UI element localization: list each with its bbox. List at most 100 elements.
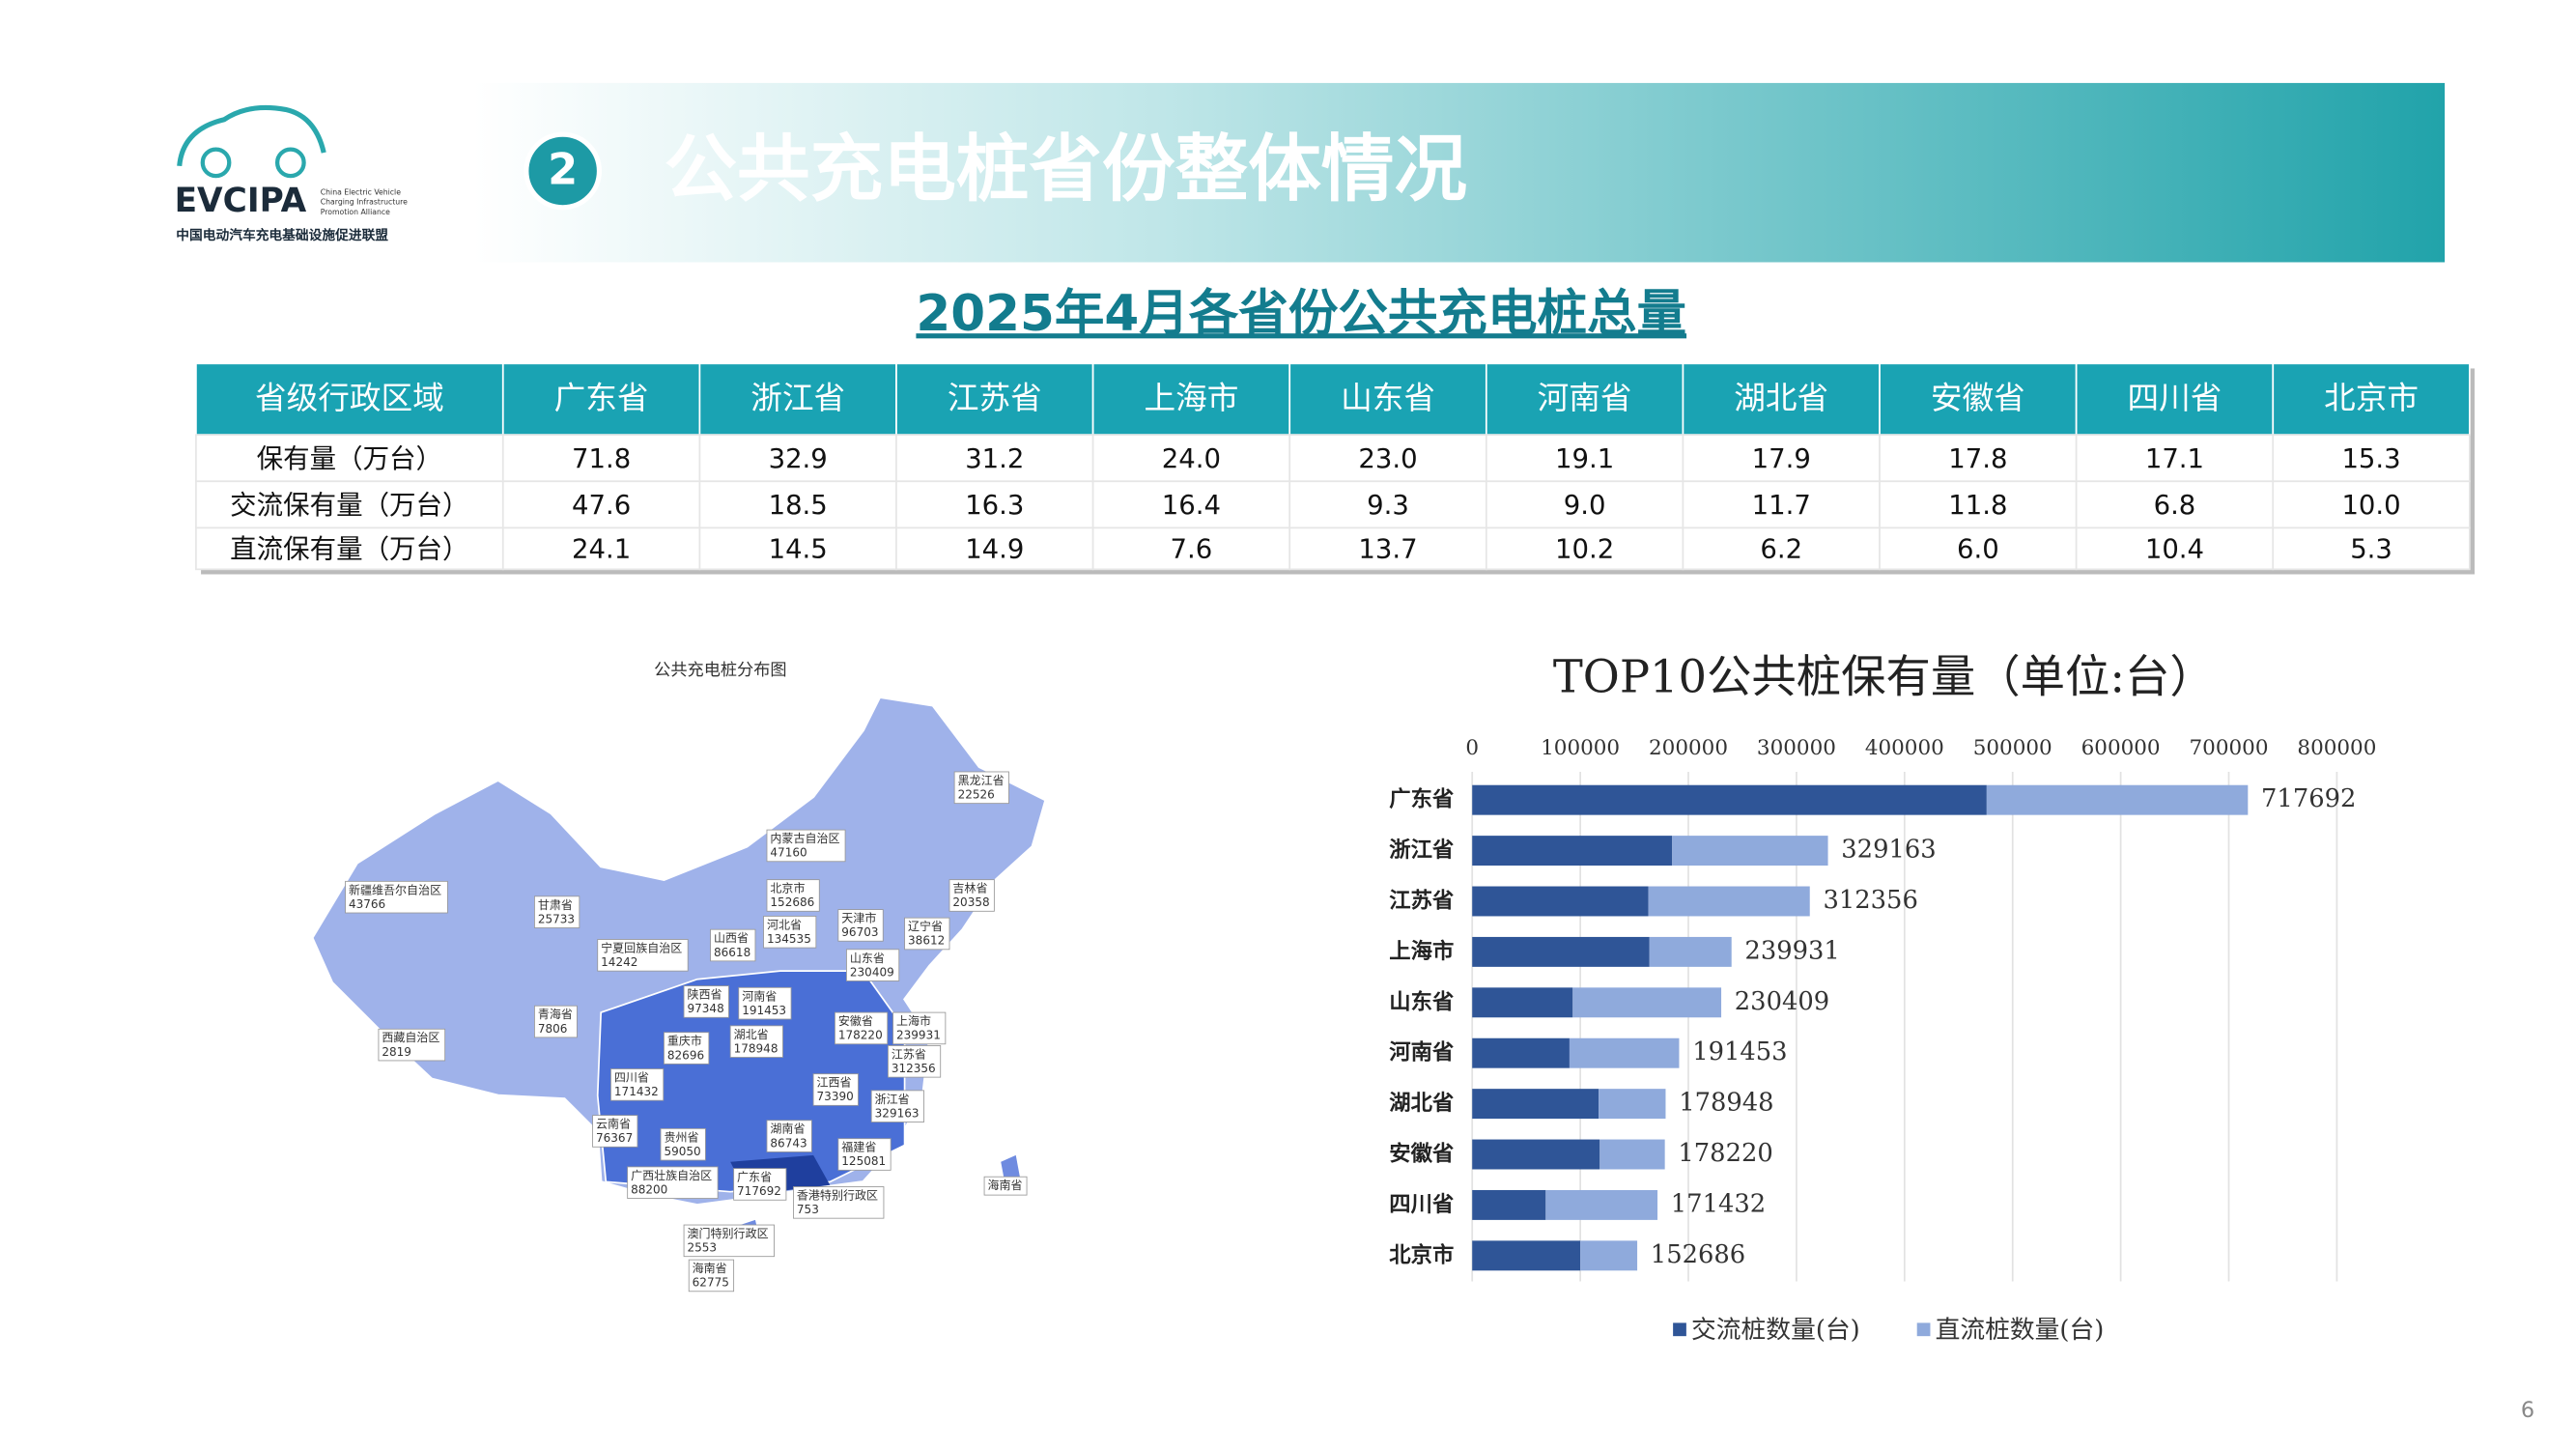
cell-text: 19.1 bbox=[1555, 443, 1614, 474]
province-name: 青海省 bbox=[538, 1007, 573, 1021]
cell bbox=[895, 434, 1094, 483]
total-label: 191453 bbox=[1692, 1037, 1787, 1066]
province-label-box bbox=[766, 829, 846, 863]
cell-text: 14.9 bbox=[965, 534, 1024, 565]
logo-wheel bbox=[274, 147, 306, 179]
province-name: 辽宁省 bbox=[908, 919, 943, 933]
province-value: 96703 bbox=[841, 925, 878, 939]
header-text: 安徽省 bbox=[1931, 380, 2025, 416]
header-text: 上海市 bbox=[1144, 380, 1238, 416]
cell bbox=[1288, 526, 1487, 571]
total-label: 329163 bbox=[1841, 836, 1936, 865]
cell-text: 15.3 bbox=[2341, 443, 2400, 474]
logo-name: EVCIPA bbox=[175, 182, 307, 220]
cell-text: 71.8 bbox=[572, 443, 631, 474]
logo-en: Charging Infrastructure bbox=[321, 198, 408, 207]
header-cell bbox=[195, 362, 504, 437]
province-label-box bbox=[812, 1073, 859, 1106]
map-title: 公共充电桩分布图 bbox=[654, 661, 786, 680]
x-tick-label: 400000 bbox=[1865, 736, 1944, 760]
table: 省级行政区域 广东省 浙江省 江苏省 上海市 山东省 河南省 湖北省 安徽省 四川省 北京市保有量（… bbox=[195, 362, 2476, 575]
cell-text: 10.0 bbox=[2341, 490, 2400, 521]
province-label-box bbox=[837, 1138, 892, 1171]
province-label-box bbox=[887, 1045, 942, 1078]
y-tick-label: 北京市 bbox=[1389, 1241, 1454, 1267]
province-name: 宁夏回族自治区 bbox=[601, 940, 682, 954]
cell bbox=[501, 526, 701, 571]
chart-title: TOP10公共桩保有量（单位:台） bbox=[1553, 650, 2215, 702]
bar-segment bbox=[1572, 987, 1722, 1018]
province-label-box bbox=[766, 879, 820, 912]
cell bbox=[1091, 434, 1291, 483]
bar-segment bbox=[1545, 1189, 1658, 1220]
bar-segment bbox=[1472, 886, 1649, 917]
header-cell bbox=[2272, 362, 2471, 437]
cell bbox=[1288, 480, 1487, 529]
cell-text: 9.0 bbox=[1564, 490, 1606, 521]
province-label-box bbox=[846, 949, 900, 981]
cell bbox=[2272, 526, 2471, 571]
province-name: 安徽省 bbox=[838, 1013, 873, 1028]
cell bbox=[1288, 434, 1487, 483]
cell bbox=[195, 526, 504, 571]
x-tick-label: 600000 bbox=[2081, 736, 2161, 760]
province-value: 62775 bbox=[693, 1276, 729, 1290]
province-value: 25733 bbox=[538, 912, 575, 925]
province-name: 江西省 bbox=[817, 1076, 852, 1090]
x-tick-label: 100000 bbox=[1541, 736, 1620, 760]
legend-swatch bbox=[1916, 1322, 1931, 1337]
total-label: 178948 bbox=[1679, 1089, 1773, 1118]
province-label-box bbox=[534, 895, 580, 928]
province-name: 海南省 bbox=[988, 1178, 1023, 1192]
province-name: 北京市 bbox=[770, 881, 805, 895]
province-label-box bbox=[834, 1011, 889, 1045]
cell-text: 11.8 bbox=[1948, 490, 2007, 521]
bar-segment bbox=[1672, 836, 1828, 867]
cell-text: 6.0 bbox=[1957, 534, 1999, 565]
x-tick-label: 200000 bbox=[1649, 736, 1728, 760]
bar-chart: TOP10公共桩保有量（单位:台） 0 100000 200000 300000 400… bbox=[1389, 650, 2376, 1345]
logo-en: Promotion Alliance bbox=[321, 208, 390, 216]
bar-segment bbox=[1569, 1037, 1680, 1068]
bar-segment bbox=[1599, 1089, 1666, 1120]
x-tick-label: 800000 bbox=[2297, 736, 2376, 760]
province-name: 甘肃省 bbox=[538, 898, 573, 912]
cell-text: 10.2 bbox=[1555, 534, 1614, 565]
cell-text: 32.9 bbox=[769, 443, 828, 474]
subtitle: 2025年4月各省份公共充电桩总量 bbox=[916, 285, 1686, 343]
province-value: 22526 bbox=[958, 788, 995, 802]
cell-text: 18.5 bbox=[769, 490, 828, 521]
cell-text: 6.2 bbox=[1760, 534, 1802, 565]
header-text: 河南省 bbox=[1538, 380, 1632, 416]
province-name: 山西省 bbox=[714, 931, 749, 945]
province-name: 福建省 bbox=[841, 1140, 876, 1154]
x-tick-label: 500000 bbox=[1973, 736, 2052, 760]
province-label-box bbox=[688, 1259, 735, 1293]
province-value: 86618 bbox=[714, 946, 750, 959]
cell-text: 24.0 bbox=[1162, 443, 1221, 474]
province-value: 753 bbox=[797, 1203, 819, 1216]
province-name: 广西壮族自治区 bbox=[631, 1169, 712, 1182]
cell bbox=[698, 480, 897, 529]
province-name: 吉林省 bbox=[952, 882, 987, 895]
province-name: 澳门特别行政区 bbox=[688, 1226, 769, 1240]
cell-text: 16.4 bbox=[1162, 490, 1221, 521]
x-tick-label: 300000 bbox=[1757, 736, 1836, 760]
y-tick-label: 河南省 bbox=[1389, 1040, 1454, 1065]
total-label: 230409 bbox=[1735, 987, 1829, 1016]
cell-text: 17.1 bbox=[2145, 443, 2204, 474]
province-value: 230409 bbox=[850, 965, 894, 979]
province-value: 97348 bbox=[688, 1002, 724, 1015]
province-name: 重庆市 bbox=[667, 1034, 702, 1048]
header-text: 江苏省 bbox=[948, 380, 1042, 416]
bar-segment bbox=[1580, 1240, 1638, 1271]
cell bbox=[895, 480, 1094, 529]
province-value: 171432 bbox=[614, 1085, 659, 1098]
cell-text: 31.2 bbox=[965, 443, 1024, 474]
province-label-box bbox=[766, 1120, 812, 1152]
province-name: 海南省 bbox=[693, 1261, 727, 1275]
cell bbox=[895, 526, 1094, 571]
province-value: 2553 bbox=[688, 1241, 718, 1255]
province-label-box bbox=[664, 1032, 710, 1065]
province-value: 73390 bbox=[817, 1090, 854, 1103]
